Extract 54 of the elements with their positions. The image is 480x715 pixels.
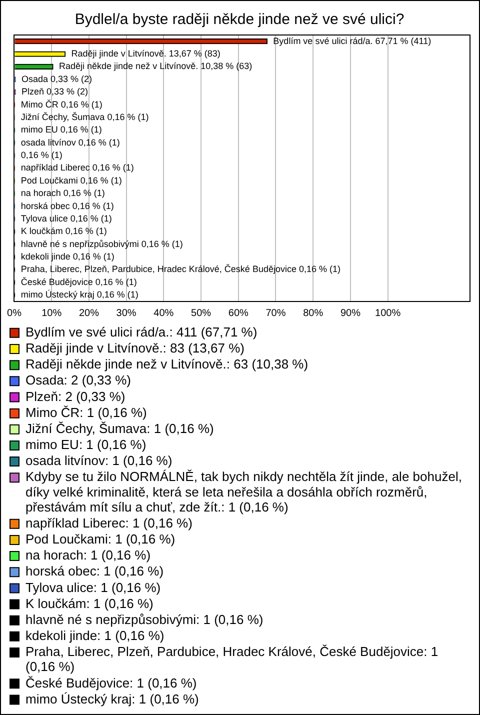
x-tick-label: 10% (42, 308, 62, 320)
legend-label: Pod Loučkami: 1 (0,16 %) (26, 532, 176, 547)
data-label: Tylova ulice 0,16 % (1) (20, 213, 112, 224)
x-tick-label: 100% (375, 308, 401, 320)
x-tick-label: 30% (116, 308, 136, 320)
legend-label: K loučkám: 1 (0,16 %) (26, 596, 154, 611)
data-label: Plzeň 0,33 % (2) (21, 86, 88, 97)
legend-label: Jižní Čechy, Šumava: 1 (0,16 %) (26, 420, 214, 436)
legend-label: mimo EU: 1 (0,16 %) (26, 437, 146, 452)
data-label: hlavně né s nepřizpůsobivými 0,16 % (1) (20, 238, 183, 249)
x-tick-label: 60% (228, 308, 248, 320)
legend-label: mimo Ústecký kraj: 1 (0,16 %) (26, 691, 199, 706)
data-label: České Budějovice 0,16 % (1) (20, 276, 137, 287)
chart-title: Bydlel/a byste raději někde jinde než ve své ulici? (74, 11, 404, 28)
legend-label: Raději jinde v Litvínově.: 83 (13,67 %) (26, 340, 244, 356)
legend-label: České Budějovice: 1 (0,16 %) (26, 675, 197, 690)
x-tick-label: 50% (191, 308, 212, 320)
data-label: mimo Ústecký kraj 0,16 % (1) (20, 290, 138, 300)
data-label: K loučkám 0,16 % (1) (20, 226, 107, 236)
data-label: na horach 0,16 % (1) (20, 188, 105, 198)
data-label: 0,16 % (1) (20, 150, 62, 160)
legend-label: Tylova ulice: 1 (0,16 %) (26, 580, 161, 595)
data-label: například Liberec 0,16 % (1) (20, 162, 134, 173)
legend-label: Kdyby se tu žilo NORMÁLNĚ, tak bych nikdy nechtěla žít jinde, ale bohužel, díky velké kriminalitě, která se leta neřešila a dosáhla obřích rozměrů, přestávám mít sílu a chuť, zde žít.: 1 (0,16 %) (26, 469, 462, 514)
data-label: Jižní Čechy, Šumava 0,16 % (1) (20, 112, 149, 122)
legend-label: Mimo ČR: 1 (0,16 %) (26, 404, 147, 420)
legend-label: Bydlím ve své ulici rád/a.: 411 (67,71 %) (26, 324, 258, 340)
x-tick-label: 0% (7, 308, 22, 320)
legend-label: hlavně né s nepřizpůsobivými: 1 (0,16 %) (26, 612, 264, 627)
data-label: osada litvínov 0,16 % (1) (20, 137, 120, 148)
data-label: Osada 0,33 % (2) (21, 74, 92, 84)
legend-label: Raději někde jinde než v Litvínově.: 63 (10,38 %) (26, 356, 308, 372)
legend-label: Praha, Liberec, Plzeň, Pardubice, Hradec Králové, České Budějovice: 1 (0,16 %) (26, 644, 438, 674)
data-label: kdekoli jinde 0,16 % (1) (20, 251, 114, 262)
x-tick-label: 80% (303, 308, 324, 320)
legend-label: Plzeň: 2 (0,33 %) (26, 388, 126, 404)
data-label: Pod Loučkami 0,16 % (1) (20, 175, 122, 186)
legend-label: osada litvínov: 1 (0,16 %) (26, 453, 172, 468)
legend-label: například Liberec: 1 (0,16 %) (26, 515, 192, 530)
data-label: horská obec 0,16 % (1) (20, 200, 114, 211)
legend-label: kdekoli jinde: 1 (0,16 %) (26, 628, 164, 644)
data-label: Mimo ČR 0,16 % (1) (20, 99, 102, 110)
x-tick-label: 90% (340, 308, 361, 320)
data-label: Raději jinde v Litvínově. 13,67 % (83) (71, 48, 220, 59)
x-tick-label: 20% (78, 308, 100, 320)
data-label: mimo EU 0,16 % (1) (20, 124, 102, 135)
x-tick-label: 40% (154, 308, 174, 320)
legend-label: na horach: 1 (0,16 %) (26, 548, 151, 563)
legend-label: horská obec: 1 (0,16 %) (26, 564, 164, 579)
data-label: Praha, Liberec, Plzeň, Pardubice, Hradec Králové, České Budějovice 0,16 % (1) (20, 264, 340, 274)
legend-label: Osada: 2 (0,33 %) (26, 372, 131, 388)
data-label: Raději někde jinde než v Litvínově. 10,38 % (63) (59, 61, 252, 72)
data-label: Bydlím ve své ulici rád/a. 67,71 % (411) (273, 36, 432, 46)
x-tick-label: 70% (266, 308, 286, 320)
